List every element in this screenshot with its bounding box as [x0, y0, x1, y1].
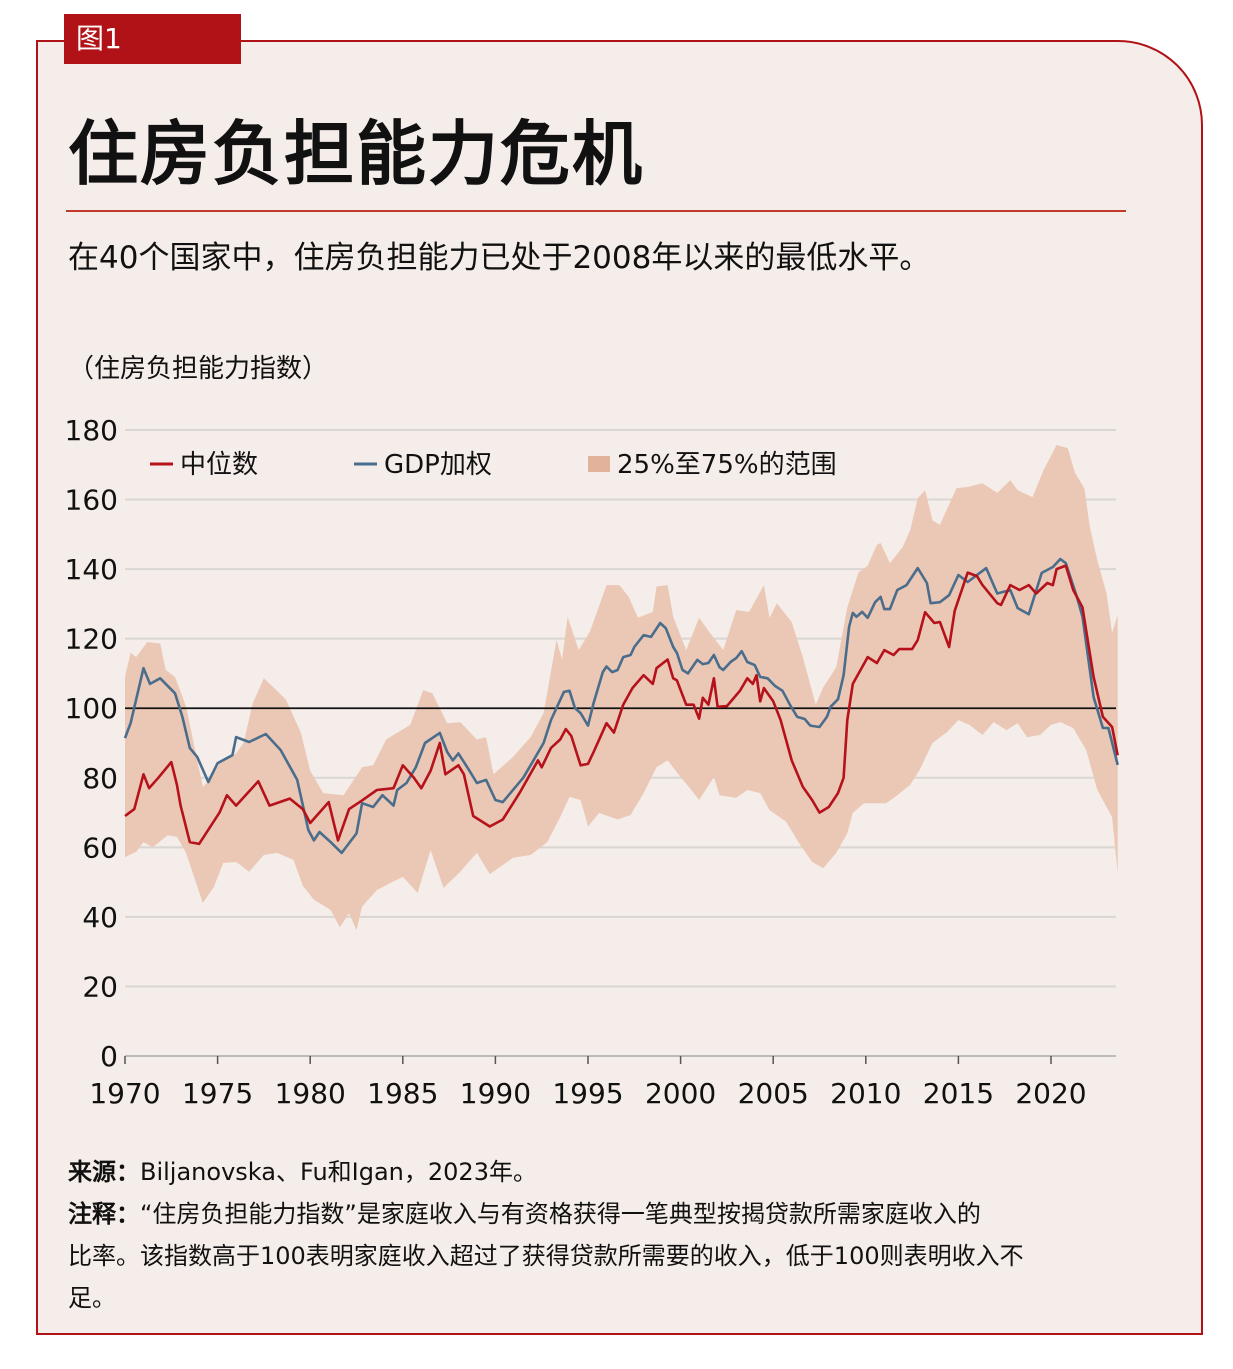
note-line-2: 比率。该指数高于100表明家庭收入超过了获得贷款所需要的收入，低于100则表明收… [68, 1242, 1024, 1270]
legend-label-gdp-weighted: GDP加权 [384, 450, 492, 480]
x-tick-label-1985: 1985 [367, 1077, 438, 1110]
series-lines [123, 557, 1119, 855]
title-divider [66, 210, 1126, 212]
series-line-median [124, 564, 1119, 846]
source-line: 来源：Biljanovska、Fu和Igan，2023年。 [68, 1152, 537, 1187]
legend: 中位数 GDP加权 25%至75%的范围 [150, 450, 837, 480]
y-axis-label: （住房负担能力指数） [68, 354, 329, 384]
axes: 0 20 40 60 80 100 120 140 160 180 1970 1975 1980 1985… [65, 414, 1116, 1110]
x-tick-label-1980: 1980 [275, 1077, 346, 1110]
x-tick-label-2005: 2005 [738, 1077, 809, 1110]
y-tick-label-40: 40 [82, 901, 118, 934]
y-tick-label-20: 20 [82, 970, 118, 1003]
y-tick-label-0: 0 [100, 1040, 118, 1073]
legend-label-band: 25%至75%的范围 [617, 450, 837, 480]
y-tick-label-180: 180 [65, 414, 118, 447]
figure-subtitle: 在40个国家中，住房负担能力已处于2008年以来的最低水平。 [68, 240, 931, 276]
y-tick-label-120: 120 [65, 623, 118, 656]
source-text: Biljanovska、Fu和Igan，2023年。 [140, 1158, 537, 1186]
legend-label-median: 中位数 [180, 450, 258, 480]
y-tick-label-160: 160 [65, 484, 118, 517]
x-tick-label-1970: 1970 [89, 1077, 160, 1110]
note-line-1: 注释：“住房负担能力指数”是家庭收入与有资格获得一笔典型按揭贷款所需家庭收入的 [68, 1194, 981, 1229]
y-tick-label-80: 80 [82, 762, 118, 795]
y-tick-label-140: 140 [65, 553, 118, 586]
figure-tag: 图1 [64, 14, 241, 64]
x-tick-label-2000: 2000 [645, 1077, 716, 1110]
x-tick-label-1995: 1995 [552, 1077, 623, 1110]
x-tick-label-1975: 1975 [182, 1077, 253, 1110]
x-tick-label-2020: 2020 [1015, 1077, 1086, 1110]
band-25-75-range [125, 445, 1118, 931]
x-tick-label-2010: 2010 [830, 1077, 901, 1110]
note-label: 注释： [68, 1200, 140, 1228]
source-label: 来源： [68, 1158, 140, 1186]
x-tick-label-1990: 1990 [460, 1077, 531, 1110]
series-line-gdp-weighted [123, 557, 1119, 855]
note-text-1: “住房负担能力指数”是家庭收入与有资格获得一笔典型按揭贷款所需家庭收入的 [140, 1200, 981, 1228]
y-tick-label-100: 100 [65, 692, 118, 725]
legend-swatch-band [588, 456, 610, 472]
note-line-3: 足。 [68, 1284, 116, 1312]
x-tick-label-2015: 2015 [923, 1077, 994, 1110]
y-tick-label-60: 60 [82, 831, 118, 864]
figure-title: 住房负担能力危机 [68, 113, 644, 195]
